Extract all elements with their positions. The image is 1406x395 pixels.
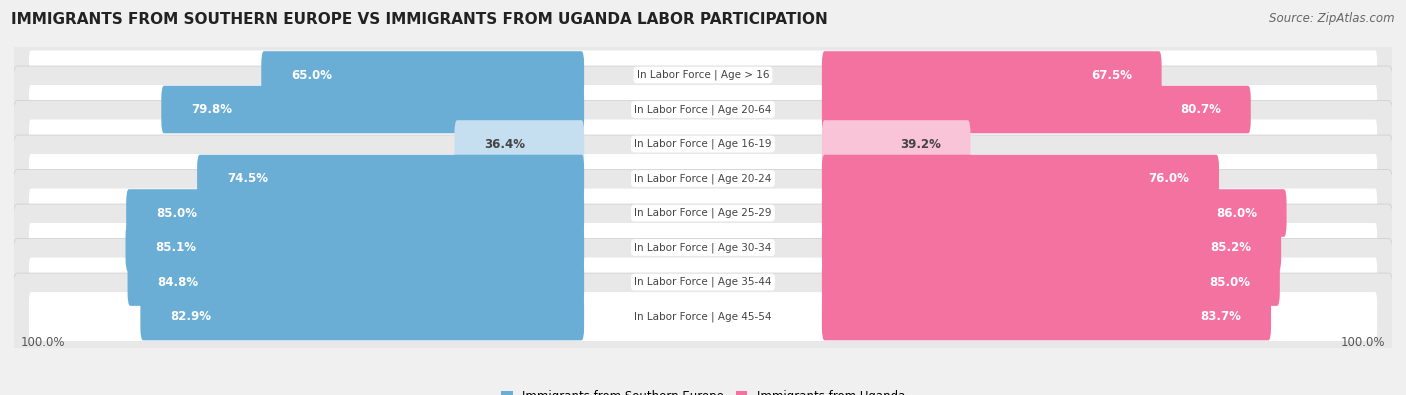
- Text: 84.8%: 84.8%: [157, 276, 198, 288]
- Text: 36.4%: 36.4%: [484, 137, 526, 150]
- FancyBboxPatch shape: [13, 135, 1393, 222]
- FancyBboxPatch shape: [127, 189, 583, 237]
- Text: Source: ZipAtlas.com: Source: ZipAtlas.com: [1270, 12, 1395, 25]
- FancyBboxPatch shape: [30, 51, 1376, 100]
- FancyBboxPatch shape: [823, 258, 1279, 306]
- Text: 86.0%: 86.0%: [1216, 207, 1257, 220]
- Text: In Labor Force | Age 20-24: In Labor Force | Age 20-24: [634, 173, 772, 184]
- FancyBboxPatch shape: [454, 120, 583, 168]
- Text: 85.0%: 85.0%: [1209, 276, 1250, 288]
- Text: In Labor Force | Age > 16: In Labor Force | Age > 16: [637, 70, 769, 80]
- Text: 39.2%: 39.2%: [900, 137, 941, 150]
- Text: IMMIGRANTS FROM SOUTHERN EUROPE VS IMMIGRANTS FROM UGANDA LABOR PARTICIPATION: IMMIGRANTS FROM SOUTHERN EUROPE VS IMMIG…: [11, 12, 828, 27]
- Text: 85.0%: 85.0%: [156, 207, 197, 220]
- FancyBboxPatch shape: [162, 86, 583, 134]
- FancyBboxPatch shape: [13, 273, 1393, 360]
- Text: 100.0%: 100.0%: [21, 336, 65, 349]
- Text: 65.0%: 65.0%: [291, 68, 332, 81]
- Legend: Immigrants from Southern Europe, Immigrants from Uganda: Immigrants from Southern Europe, Immigra…: [496, 385, 910, 395]
- FancyBboxPatch shape: [30, 120, 1376, 169]
- Text: 82.9%: 82.9%: [170, 310, 211, 323]
- FancyBboxPatch shape: [30, 85, 1376, 134]
- Text: In Labor Force | Age 35-44: In Labor Force | Age 35-44: [634, 277, 772, 287]
- FancyBboxPatch shape: [125, 224, 583, 271]
- Text: 85.2%: 85.2%: [1211, 241, 1251, 254]
- Text: 80.7%: 80.7%: [1180, 103, 1220, 116]
- Text: 76.0%: 76.0%: [1149, 172, 1189, 185]
- Text: In Labor Force | Age 45-54: In Labor Force | Age 45-54: [634, 311, 772, 322]
- FancyBboxPatch shape: [30, 258, 1376, 307]
- FancyBboxPatch shape: [13, 66, 1393, 153]
- FancyBboxPatch shape: [30, 292, 1376, 341]
- FancyBboxPatch shape: [823, 120, 970, 168]
- FancyBboxPatch shape: [128, 258, 583, 306]
- Text: 74.5%: 74.5%: [226, 172, 267, 185]
- FancyBboxPatch shape: [13, 239, 1393, 325]
- FancyBboxPatch shape: [823, 224, 1281, 271]
- FancyBboxPatch shape: [823, 51, 1161, 99]
- FancyBboxPatch shape: [823, 155, 1219, 202]
- FancyBboxPatch shape: [30, 223, 1376, 272]
- FancyBboxPatch shape: [823, 293, 1271, 340]
- FancyBboxPatch shape: [13, 204, 1393, 291]
- Text: 83.7%: 83.7%: [1201, 310, 1241, 323]
- Text: 67.5%: 67.5%: [1091, 68, 1132, 81]
- Text: 100.0%: 100.0%: [1341, 336, 1385, 349]
- Text: In Labor Force | Age 30-34: In Labor Force | Age 30-34: [634, 242, 772, 253]
- Text: In Labor Force | Age 25-29: In Labor Force | Age 25-29: [634, 208, 772, 218]
- Text: 79.8%: 79.8%: [191, 103, 232, 116]
- FancyBboxPatch shape: [13, 101, 1393, 188]
- FancyBboxPatch shape: [13, 32, 1393, 118]
- FancyBboxPatch shape: [13, 169, 1393, 256]
- Text: In Labor Force | Age 20-64: In Labor Force | Age 20-64: [634, 104, 772, 115]
- FancyBboxPatch shape: [141, 293, 583, 340]
- Text: 85.1%: 85.1%: [155, 241, 197, 254]
- FancyBboxPatch shape: [30, 154, 1376, 203]
- FancyBboxPatch shape: [823, 189, 1286, 237]
- FancyBboxPatch shape: [823, 86, 1251, 134]
- Text: In Labor Force | Age 16-19: In Labor Force | Age 16-19: [634, 139, 772, 149]
- FancyBboxPatch shape: [262, 51, 583, 99]
- FancyBboxPatch shape: [30, 188, 1376, 237]
- FancyBboxPatch shape: [197, 155, 583, 202]
